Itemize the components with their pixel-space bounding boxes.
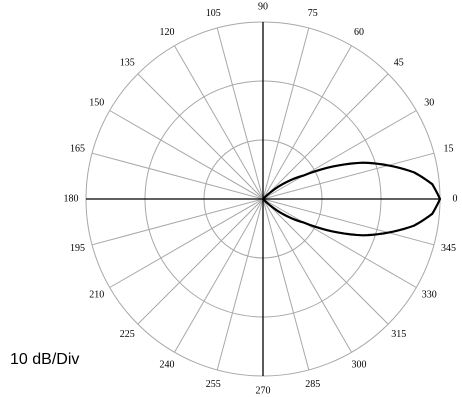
angle-label-15: 15	[443, 144, 453, 155]
spoke-120	[174, 45, 264, 200]
angle-label-315: 315	[391, 329, 406, 340]
spoke-210	[109, 198, 264, 288]
scale-label: 10 dB/Div	[10, 351, 80, 368]
angle-label-90: 90	[258, 1, 268, 12]
spoke-255	[216, 198, 264, 371]
angle-label-270: 270	[256, 385, 271, 396]
pattern-trace	[261, 161, 442, 237]
angle-label-195: 195	[70, 243, 85, 254]
spoke-135	[137, 73, 264, 200]
spoke-105	[216, 27, 264, 200]
angle-label-285: 285	[305, 379, 320, 390]
angle-label-180: 180	[64, 193, 79, 204]
angle-label-150: 150	[89, 97, 104, 108]
spoke-75	[262, 27, 310, 200]
angle-label-30: 30	[424, 97, 434, 108]
spoke-345	[262, 198, 435, 246]
angle-label-165: 165	[70, 144, 85, 155]
angle-label-75: 75	[308, 8, 318, 19]
spoke-330	[262, 198, 417, 288]
series-trace	[261, 161, 442, 237]
spoke-60	[262, 45, 352, 200]
angle-label-0: 0	[453, 193, 458, 204]
angle-label-345: 345	[441, 243, 456, 254]
spoke-285	[262, 198, 310, 371]
spoke-165	[91, 152, 264, 200]
spoke-240	[174, 198, 264, 353]
angle-label-225: 225	[120, 329, 135, 340]
angle-label-120: 120	[160, 27, 175, 38]
spoke-315	[262, 198, 389, 325]
angle-label-300: 300	[352, 360, 367, 371]
angle-label-60: 60	[354, 27, 364, 38]
angle-label-330: 330	[422, 289, 437, 300]
angle-label-45: 45	[394, 58, 404, 69]
angle-label-210: 210	[89, 289, 104, 300]
angle-label-240: 240	[160, 360, 175, 371]
spoke-15	[262, 152, 435, 200]
spoke-300	[262, 198, 352, 353]
angle-label-255: 255	[206, 379, 221, 390]
angle-label-135: 135	[120, 58, 135, 69]
spoke-45	[262, 73, 389, 200]
angle-labels: 0 15 30 45 60 75 90 105 120 135 150 165 180 195 210 225…	[64, 1, 458, 396]
angle-spokes	[91, 27, 435, 371]
spoke-195	[91, 198, 264, 246]
spoke-30	[262, 110, 417, 200]
angle-label-105: 105	[206, 8, 221, 19]
spoke-150	[109, 110, 264, 200]
spoke-225	[137, 198, 264, 325]
